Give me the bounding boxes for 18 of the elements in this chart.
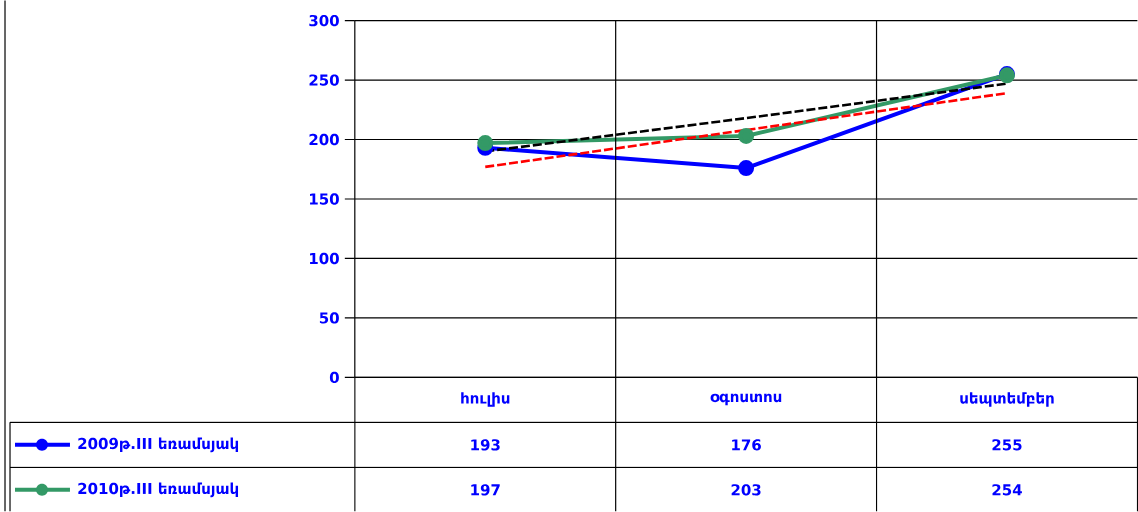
data-label: 203 bbox=[731, 484, 761, 496]
y-tick-label: 100 bbox=[310, 252, 339, 265]
data-label: 255 bbox=[992, 439, 1022, 451]
x-tick-label: հուլիս bbox=[461, 392, 510, 407]
legend-label: 2010թ.III եռամսյակ bbox=[78, 482, 239, 498]
y-tick-label: 150 bbox=[310, 193, 339, 205]
y-tick-label: 50 bbox=[319, 312, 339, 324]
y-tick-label: 300 bbox=[309, 14, 339, 27]
data-label: 197 bbox=[471, 484, 500, 496]
data-label: 176 bbox=[732, 439, 761, 451]
x-tick-label: օգոստոս bbox=[710, 393, 782, 406]
legend-label: 2009թ.III եռամսյակ bbox=[78, 437, 239, 453]
y-tick-label: 0 bbox=[329, 371, 339, 384]
data-label: 254 bbox=[992, 484, 1022, 496]
y-tick-label: 250 bbox=[309, 74, 339, 86]
x-tick-label: սեպտեմբեր bbox=[960, 392, 1054, 407]
data-label: 193 bbox=[471, 439, 500, 451]
y-tick-label: 200 bbox=[309, 133, 339, 146]
